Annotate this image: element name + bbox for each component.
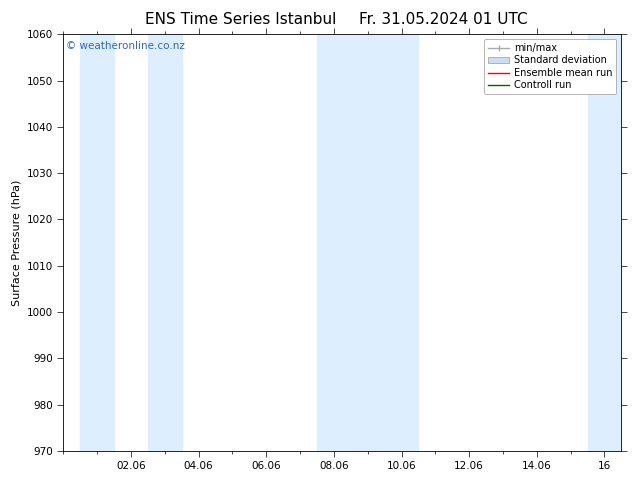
Y-axis label: Surface Pressure (hPa): Surface Pressure (hPa) [11,179,21,306]
Bar [81,34,114,451]
Text: ENS Time Series Istanbul: ENS Time Series Istanbul [145,12,337,27]
Bar [317,34,351,451]
Text: © weatheronline.co.nz: © weatheronline.co.nz [66,41,185,50]
Bar [351,34,418,451]
Bar [588,34,621,451]
Legend: min/max, Standard deviation, Ensemble mean run, Controll run: min/max, Standard deviation, Ensemble me… [484,39,616,94]
Bar [148,34,182,451]
Text: Fr. 31.05.2024 01 UTC: Fr. 31.05.2024 01 UTC [359,12,528,27]
